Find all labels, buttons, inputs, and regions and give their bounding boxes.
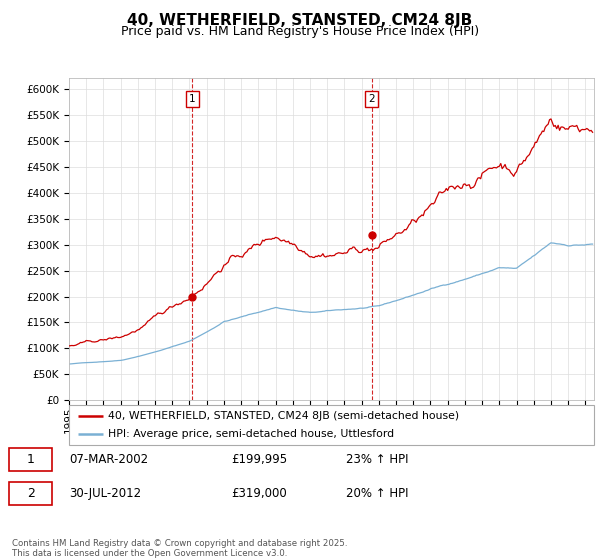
Text: 2: 2 [368,94,375,104]
Text: 40, WETHERFIELD, STANSTED, CM24 8JB: 40, WETHERFIELD, STANSTED, CM24 8JB [127,13,473,28]
Text: 40, WETHERFIELD, STANSTED, CM24 8JB (semi-detached house): 40, WETHERFIELD, STANSTED, CM24 8JB (sem… [109,411,460,421]
Text: 2: 2 [27,487,35,500]
Text: £199,995: £199,995 [231,453,287,466]
Text: 23% ↑ HPI: 23% ↑ HPI [346,453,409,466]
Text: Price paid vs. HM Land Registry's House Price Index (HPI): Price paid vs. HM Land Registry's House … [121,25,479,38]
Text: 07-MAR-2002: 07-MAR-2002 [70,453,149,466]
Text: 1: 1 [189,94,196,104]
FancyBboxPatch shape [9,448,52,472]
Text: 20% ↑ HPI: 20% ↑ HPI [346,487,409,500]
FancyBboxPatch shape [9,482,52,505]
Text: 30-JUL-2012: 30-JUL-2012 [70,487,142,500]
Text: HPI: Average price, semi-detached house, Uttlesford: HPI: Average price, semi-detached house,… [109,430,395,439]
Text: 1: 1 [27,453,35,466]
Text: £319,000: £319,000 [231,487,287,500]
Text: Contains HM Land Registry data © Crown copyright and database right 2025.
This d: Contains HM Land Registry data © Crown c… [12,539,347,558]
FancyBboxPatch shape [69,405,594,445]
